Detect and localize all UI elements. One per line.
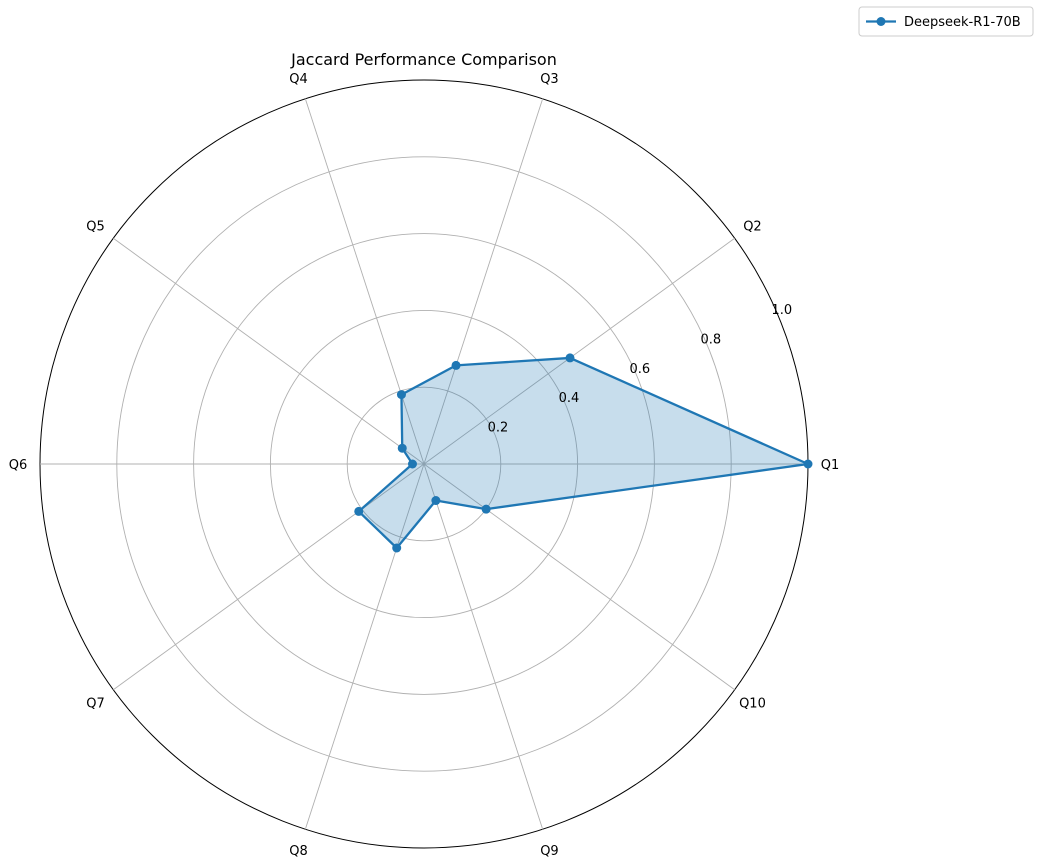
radial-tick-label: 0.2 — [488, 421, 509, 436]
radial-tick-label: 0.6 — [630, 362, 651, 377]
data-point — [396, 390, 406, 400]
category-label: Q1 — [821, 458, 840, 473]
category-label: Q2 — [743, 219, 762, 234]
category-label: Q10 — [739, 697, 766, 712]
category-label: Q6 — [9, 458, 28, 473]
grid-spoke — [304, 98, 425, 465]
data-point — [354, 506, 364, 516]
chart-title: Jaccard Performance Comparison — [290, 50, 557, 69]
category-label: Q7 — [86, 697, 105, 712]
category-label: Q4 — [289, 72, 308, 87]
data-point — [803, 459, 813, 469]
data-point — [431, 496, 441, 506]
data-point — [481, 504, 491, 514]
data-point — [397, 443, 407, 453]
grid-spoke — [423, 463, 544, 830]
category-label: Q3 — [540, 72, 559, 87]
grid — [39, 79, 809, 849]
legend-label: Deepseek-R1-70B — [904, 15, 1021, 30]
data-point — [451, 360, 461, 370]
data-point — [392, 543, 402, 553]
series-area — [358, 357, 808, 548]
radial-tick-label: 0.4 — [559, 391, 580, 406]
radial-tick-label: 1.0 — [771, 303, 792, 318]
legend-frame — [858, 6, 1034, 37]
series-layer — [354, 353, 813, 553]
label-layer: 0.2 0.4 0.6 0.8 1.0 Q1 Q2 Q3 Q4 Q5 Q6 Q7 Q8 Q9 Q10 — [9, 72, 840, 859]
legend-point-marker — [876, 17, 886, 26]
grid-spoke — [304, 463, 425, 830]
grid-spoke — [113, 463, 425, 691]
data-point — [565, 353, 575, 363]
grid-spoke — [423, 237, 735, 465]
radial-tick-label: 0.8 — [700, 332, 721, 347]
category-label: Q5 — [86, 219, 105, 234]
legend: Deepseek-R1-70B — [858, 6, 1034, 37]
category-label: Q9 — [540, 844, 559, 859]
grid-spoke — [423, 98, 544, 465]
category-label: Q8 — [289, 844, 308, 859]
grid-spoke — [423, 463, 735, 691]
grid-spoke — [113, 237, 425, 465]
data-point — [407, 459, 417, 469]
